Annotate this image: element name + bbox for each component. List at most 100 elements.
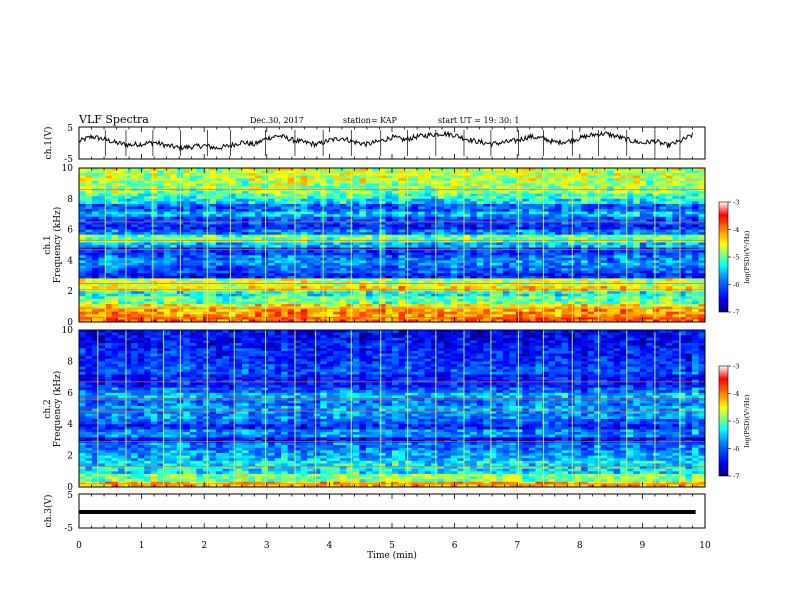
spectrogram-cell [594, 301, 602, 305]
spectrogram-cell [170, 288, 178, 292]
spectrogram-cell [574, 198, 582, 202]
spectrogram-cell [418, 278, 425, 282]
spectrogram-cell [476, 268, 484, 272]
spectrogram-cell [170, 232, 178, 236]
spectrogram-cell [418, 224, 425, 228]
spectrogram-cell [372, 247, 380, 251]
spectrogram-cell [215, 278, 223, 282]
spectrogram-cell [105, 234, 112, 238]
spectrogram-cell [157, 293, 165, 297]
spectrogram-cell [522, 250, 530, 254]
spectrogram-cell [307, 224, 315, 228]
spectrogram-cell [594, 275, 602, 279]
spectrogram-cell [398, 278, 406, 282]
spectrogram-cell [411, 247, 419, 251]
spectrogram-cell [457, 262, 465, 266]
spectrogram-cell [235, 198, 243, 202]
spectrogram-cell [424, 206, 432, 210]
spectrogram-cell [424, 219, 432, 223]
spectrogram-cell [209, 193, 217, 197]
spectrogram-cell [242, 301, 249, 305]
spectrogram-cell [170, 257, 178, 261]
spectrogram-cell [496, 265, 504, 269]
spectrogram-cell [300, 270, 308, 274]
spectrogram-cell [202, 314, 210, 318]
spectrogram-cell [183, 173, 191, 177]
spectrogram-cell [268, 255, 276, 259]
spectrogram-cell [105, 319, 112, 322]
spectrogram-cell [392, 283, 399, 287]
spectrogram-cell [215, 296, 223, 300]
spectrogram-cell [489, 203, 497, 207]
spectrogram-cell [222, 283, 230, 287]
spectrogram-cell [561, 280, 569, 284]
spectrogram-cell [111, 211, 119, 215]
spectrogram-cell [228, 252, 236, 256]
spectrogram-cell [378, 260, 386, 264]
spectrogram-cell [326, 268, 334, 272]
spectrogram-cell [444, 250, 452, 254]
spectrogram-cell [294, 209, 302, 213]
spectrogram-cell [522, 211, 530, 215]
spectrogram-cell [300, 221, 308, 225]
spectrogram-cell [424, 311, 432, 315]
spectrogram-cell [157, 227, 165, 230]
spectrogram-cell [555, 286, 562, 290]
spectrogram-cell [548, 280, 556, 284]
spectrogram-cell [594, 296, 602, 300]
spectrogram-cell [444, 319, 452, 322]
spectrogram-cell [326, 203, 334, 207]
spectrogram-cell [515, 291, 523, 295]
spectrogram-cell [92, 198, 99, 202]
spectrogram-cell [79, 265, 86, 269]
spectrogram-cell [300, 296, 308, 300]
spectrogram-cell [385, 255, 393, 259]
spectrogram-cell [405, 237, 412, 241]
spectrogram-cell [202, 183, 210, 187]
spectrogram-cell [457, 193, 465, 197]
spectrogram-cell [268, 168, 276, 171]
spectrogram-cell [137, 237, 145, 241]
spectrogram-cell [196, 183, 204, 187]
spectrogram-cell [437, 216, 445, 220]
spectrogram-cell [398, 201, 406, 205]
spectrogram-cell [313, 224, 321, 228]
spectrogram-cell [352, 316, 360, 320]
spectrogram-cell [450, 316, 458, 320]
spectrogram-cell [594, 206, 602, 210]
spectrogram-cell [561, 232, 569, 236]
spectrogram-cell [307, 214, 315, 218]
spectrogram-cell [196, 229, 204, 233]
spectrogram-cell [339, 201, 347, 205]
spectrogram-cell [378, 270, 386, 274]
spectrogram-cell [405, 265, 412, 269]
spectrogram-cell [183, 183, 191, 187]
spectrogram-cell [124, 239, 132, 243]
spectrogram-cell [339, 211, 347, 215]
spectrogram-cell [450, 209, 458, 213]
spectrogram-cell [483, 211, 491, 215]
spectrogram-cell [594, 273, 602, 277]
spectrogram-cell [242, 227, 249, 230]
spectrogram-cell [105, 286, 112, 290]
spectrogram-cell [411, 173, 419, 177]
spectrogram-cell [163, 221, 171, 225]
spectrogram-cell [352, 311, 360, 315]
spectrogram-cell [196, 288, 204, 292]
spectrogram-cell [555, 229, 562, 233]
spectrogram-cell [144, 191, 152, 195]
spectrogram-cell [489, 242, 497, 246]
spectrogram-cell [333, 237, 341, 241]
spectrogram-cell [268, 203, 276, 207]
spectrogram-cell [268, 219, 276, 223]
spectrogram-cell [378, 234, 386, 238]
spectrogram-cell [131, 234, 139, 238]
spectrogram-cell [594, 255, 602, 259]
spectrogram-cell [548, 262, 556, 266]
spectrogram-cell [320, 168, 328, 171]
spectrogram-cell [535, 201, 543, 205]
spectrogram-cell [528, 273, 536, 277]
spectrogram-cell [522, 214, 530, 218]
spectrogram-cell [476, 286, 484, 290]
spectrogram-cell [320, 170, 328, 174]
